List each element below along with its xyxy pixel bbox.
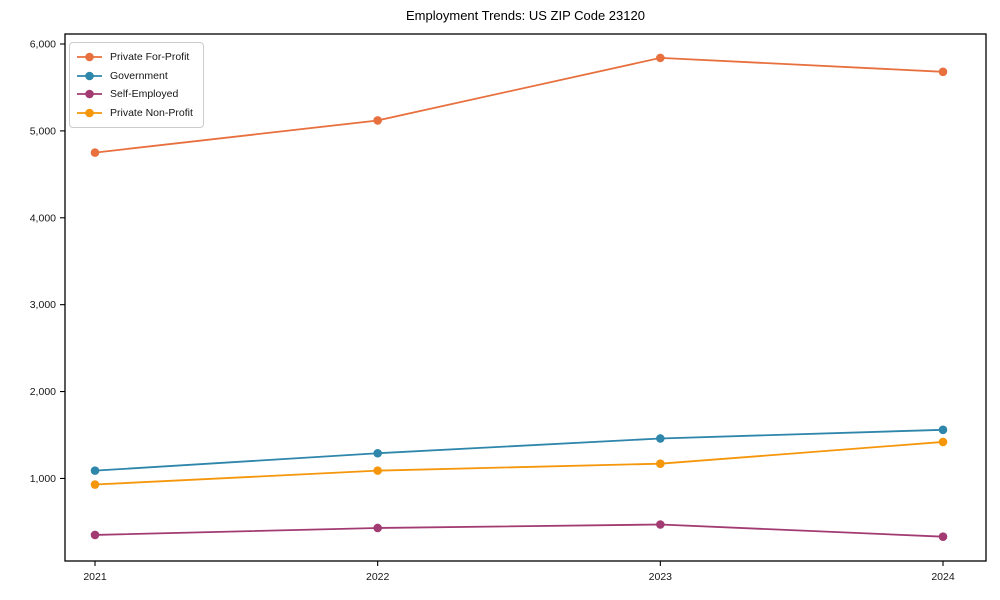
series-line-self-employed <box>94 523 944 538</box>
y-tick-label: 6,000 <box>30 38 56 50</box>
chart-legend: Private For-Profit Government Self-Employe… <box>69 42 204 128</box>
plot-border <box>64 33 987 562</box>
data-point <box>90 148 100 157</box>
x-tick-label: 2024 <box>931 571 955 583</box>
chart-title: Employment Trends: US ZIP Code 23120 <box>406 8 645 23</box>
legend-marker-icon <box>77 90 102 99</box>
data-point <box>938 532 948 541</box>
y-tick-label: 3,000 <box>30 299 56 311</box>
y-tick-label: 5,000 <box>30 125 56 137</box>
data-point <box>90 530 100 540</box>
data-point <box>938 437 948 447</box>
legend-label: Private Non-Profit <box>110 106 193 119</box>
data-point <box>938 67 948 77</box>
y-tick-label: 2,000 <box>30 386 56 398</box>
legend-label: Government <box>110 69 168 82</box>
legend-marker-icon <box>77 108 102 118</box>
series-line-private-for-profit <box>94 56 944 154</box>
y-tick-label: 1,000 <box>30 473 56 485</box>
data-point <box>656 459 665 468</box>
series-line-government <box>94 428 944 472</box>
data-point <box>373 448 382 458</box>
x-tick-label: 2021 <box>83 571 107 583</box>
y-tick-label: 4,000 <box>30 212 56 224</box>
legend-item-self-employed: Self-Employed <box>77 85 193 103</box>
legend-item-private-for-profit: Private For-Profit <box>77 48 193 66</box>
legend-marker-icon <box>77 52 102 62</box>
data-point <box>656 53 665 63</box>
x-tick-label: 2022 <box>366 571 390 583</box>
data-point <box>656 520 665 529</box>
data-point <box>373 523 382 533</box>
data-point <box>938 425 948 435</box>
legend-label: Self-Employed <box>110 88 179 101</box>
data-point <box>90 466 100 475</box>
x-tick-label: 2023 <box>649 571 673 583</box>
data-point <box>373 116 382 125</box>
data-point <box>90 480 100 489</box>
legend-item-government: Government <box>77 67 193 85</box>
legend-marker-icon <box>77 71 102 80</box>
data-point <box>373 466 382 475</box>
legend-label: Private For-Profit <box>110 51 190 63</box>
data-point <box>656 434 665 443</box>
series-line-private-non-profit <box>94 441 944 486</box>
legend-item-private-non-profit: Private Non-Profit <box>77 104 193 122</box>
